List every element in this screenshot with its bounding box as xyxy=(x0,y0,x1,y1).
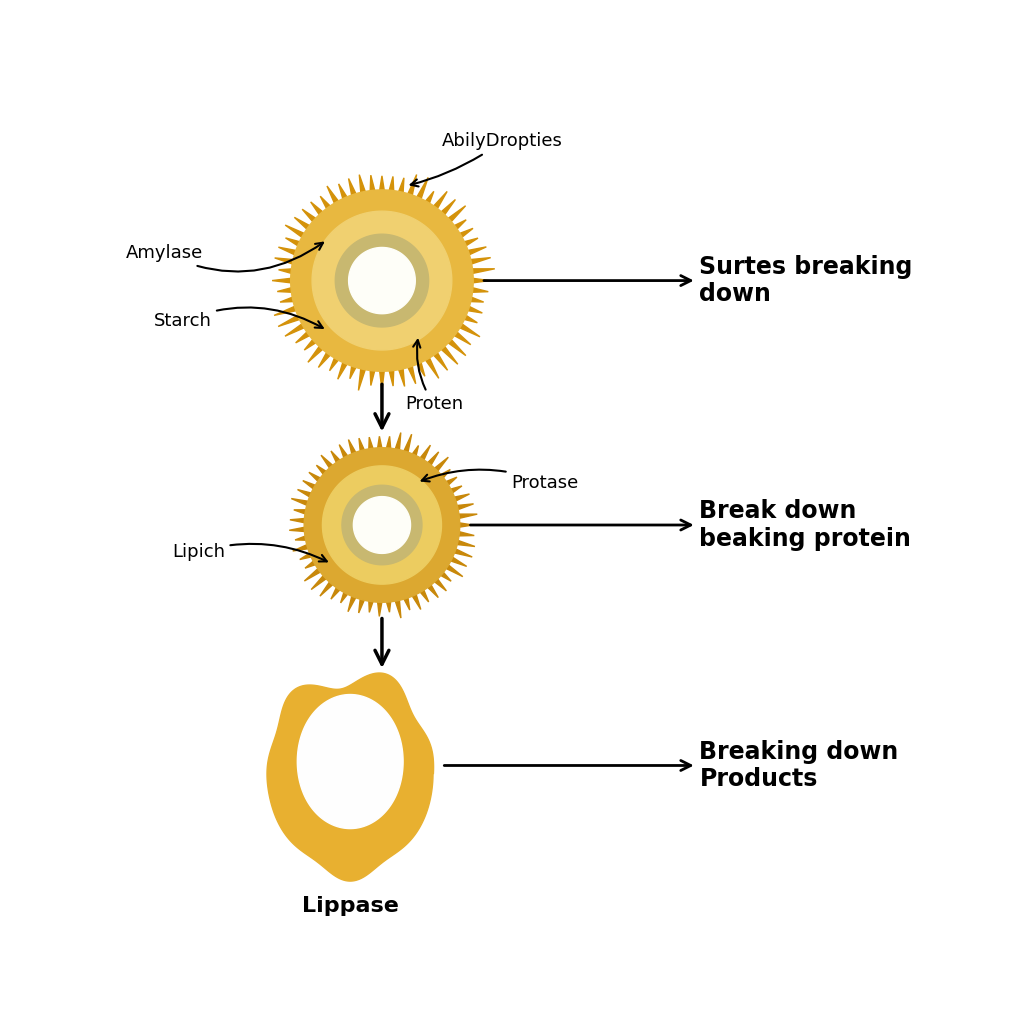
Polygon shape xyxy=(291,189,473,372)
Polygon shape xyxy=(323,466,441,584)
Polygon shape xyxy=(272,174,495,390)
Polygon shape xyxy=(342,485,422,565)
Polygon shape xyxy=(304,447,460,602)
Text: Protase: Protase xyxy=(422,470,579,492)
Text: AbilyDropties: AbilyDropties xyxy=(411,132,562,186)
Text: Lipich: Lipich xyxy=(172,543,327,561)
Text: Break down
beaking protein: Break down beaking protein xyxy=(470,499,911,551)
Polygon shape xyxy=(348,248,416,313)
Polygon shape xyxy=(289,432,477,618)
Text: Lippase: Lippase xyxy=(302,896,398,915)
Text: Starch: Starch xyxy=(154,307,323,331)
Polygon shape xyxy=(267,673,433,881)
Polygon shape xyxy=(312,211,452,350)
Text: Breaking down
Products: Breaking down Products xyxy=(444,739,899,792)
Polygon shape xyxy=(297,694,403,828)
Text: Surtes breaking
down: Surtes breaking down xyxy=(484,255,912,306)
Polygon shape xyxy=(353,497,411,553)
Text: Amylase: Amylase xyxy=(126,243,323,271)
Polygon shape xyxy=(335,234,429,327)
Text: Proten: Proten xyxy=(404,340,463,413)
